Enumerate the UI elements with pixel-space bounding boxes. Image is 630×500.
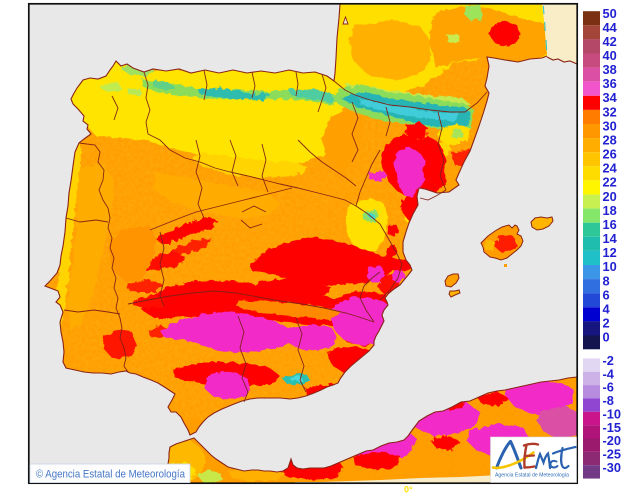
svg-text:40: 40 [603, 48, 617, 63]
svg-text:0: 0 [603, 330, 610, 345]
svg-text:-6: -6 [603, 380, 614, 395]
svg-text:-2: -2 [603, 353, 614, 368]
svg-text:6: 6 [603, 287, 610, 302]
svg-text:42: 42 [603, 34, 617, 49]
svg-text:22: 22 [603, 175, 617, 190]
svg-text:24: 24 [603, 161, 618, 176]
svg-text:14: 14 [603, 231, 618, 246]
svg-text:10: 10 [603, 259, 617, 274]
svg-text:44: 44 [603, 20, 618, 35]
svg-text:-30: -30 [603, 460, 622, 475]
svg-text:0°: 0° [404, 485, 413, 495]
svg-text:Agencia Estatal de Meteorologí: Agencia Estatal de Meteorología [495, 473, 570, 479]
svg-text:-4: -4 [603, 366, 615, 381]
svg-text:-20: -20 [603, 433, 622, 448]
svg-text:16: 16 [603, 217, 617, 232]
svg-text:-8: -8 [603, 393, 614, 408]
svg-text:38: 38 [603, 62, 617, 77]
svg-text:34: 34 [603, 90, 618, 105]
svg-text:© Agencia Estatal de Meteorolo: © Agencia Estatal de Meteorología [36, 468, 185, 480]
svg-text:50: 50 [603, 6, 617, 21]
svg-text:26: 26 [603, 147, 617, 162]
svg-text:-15: -15 [603, 420, 622, 435]
svg-text:12: 12 [603, 245, 617, 260]
svg-text:-25: -25 [603, 446, 622, 461]
svg-text:-10: -10 [603, 406, 622, 421]
svg-text:30: 30 [603, 118, 617, 133]
svg-text:2: 2 [603, 316, 610, 331]
svg-text:36: 36 [603, 76, 617, 91]
svg-text:20: 20 [603, 189, 617, 204]
svg-text:28: 28 [603, 133, 617, 148]
svg-text:32: 32 [603, 104, 617, 119]
svg-text:4: 4 [603, 301, 611, 316]
svg-text:18: 18 [603, 203, 617, 218]
svg-text:8: 8 [603, 273, 610, 288]
